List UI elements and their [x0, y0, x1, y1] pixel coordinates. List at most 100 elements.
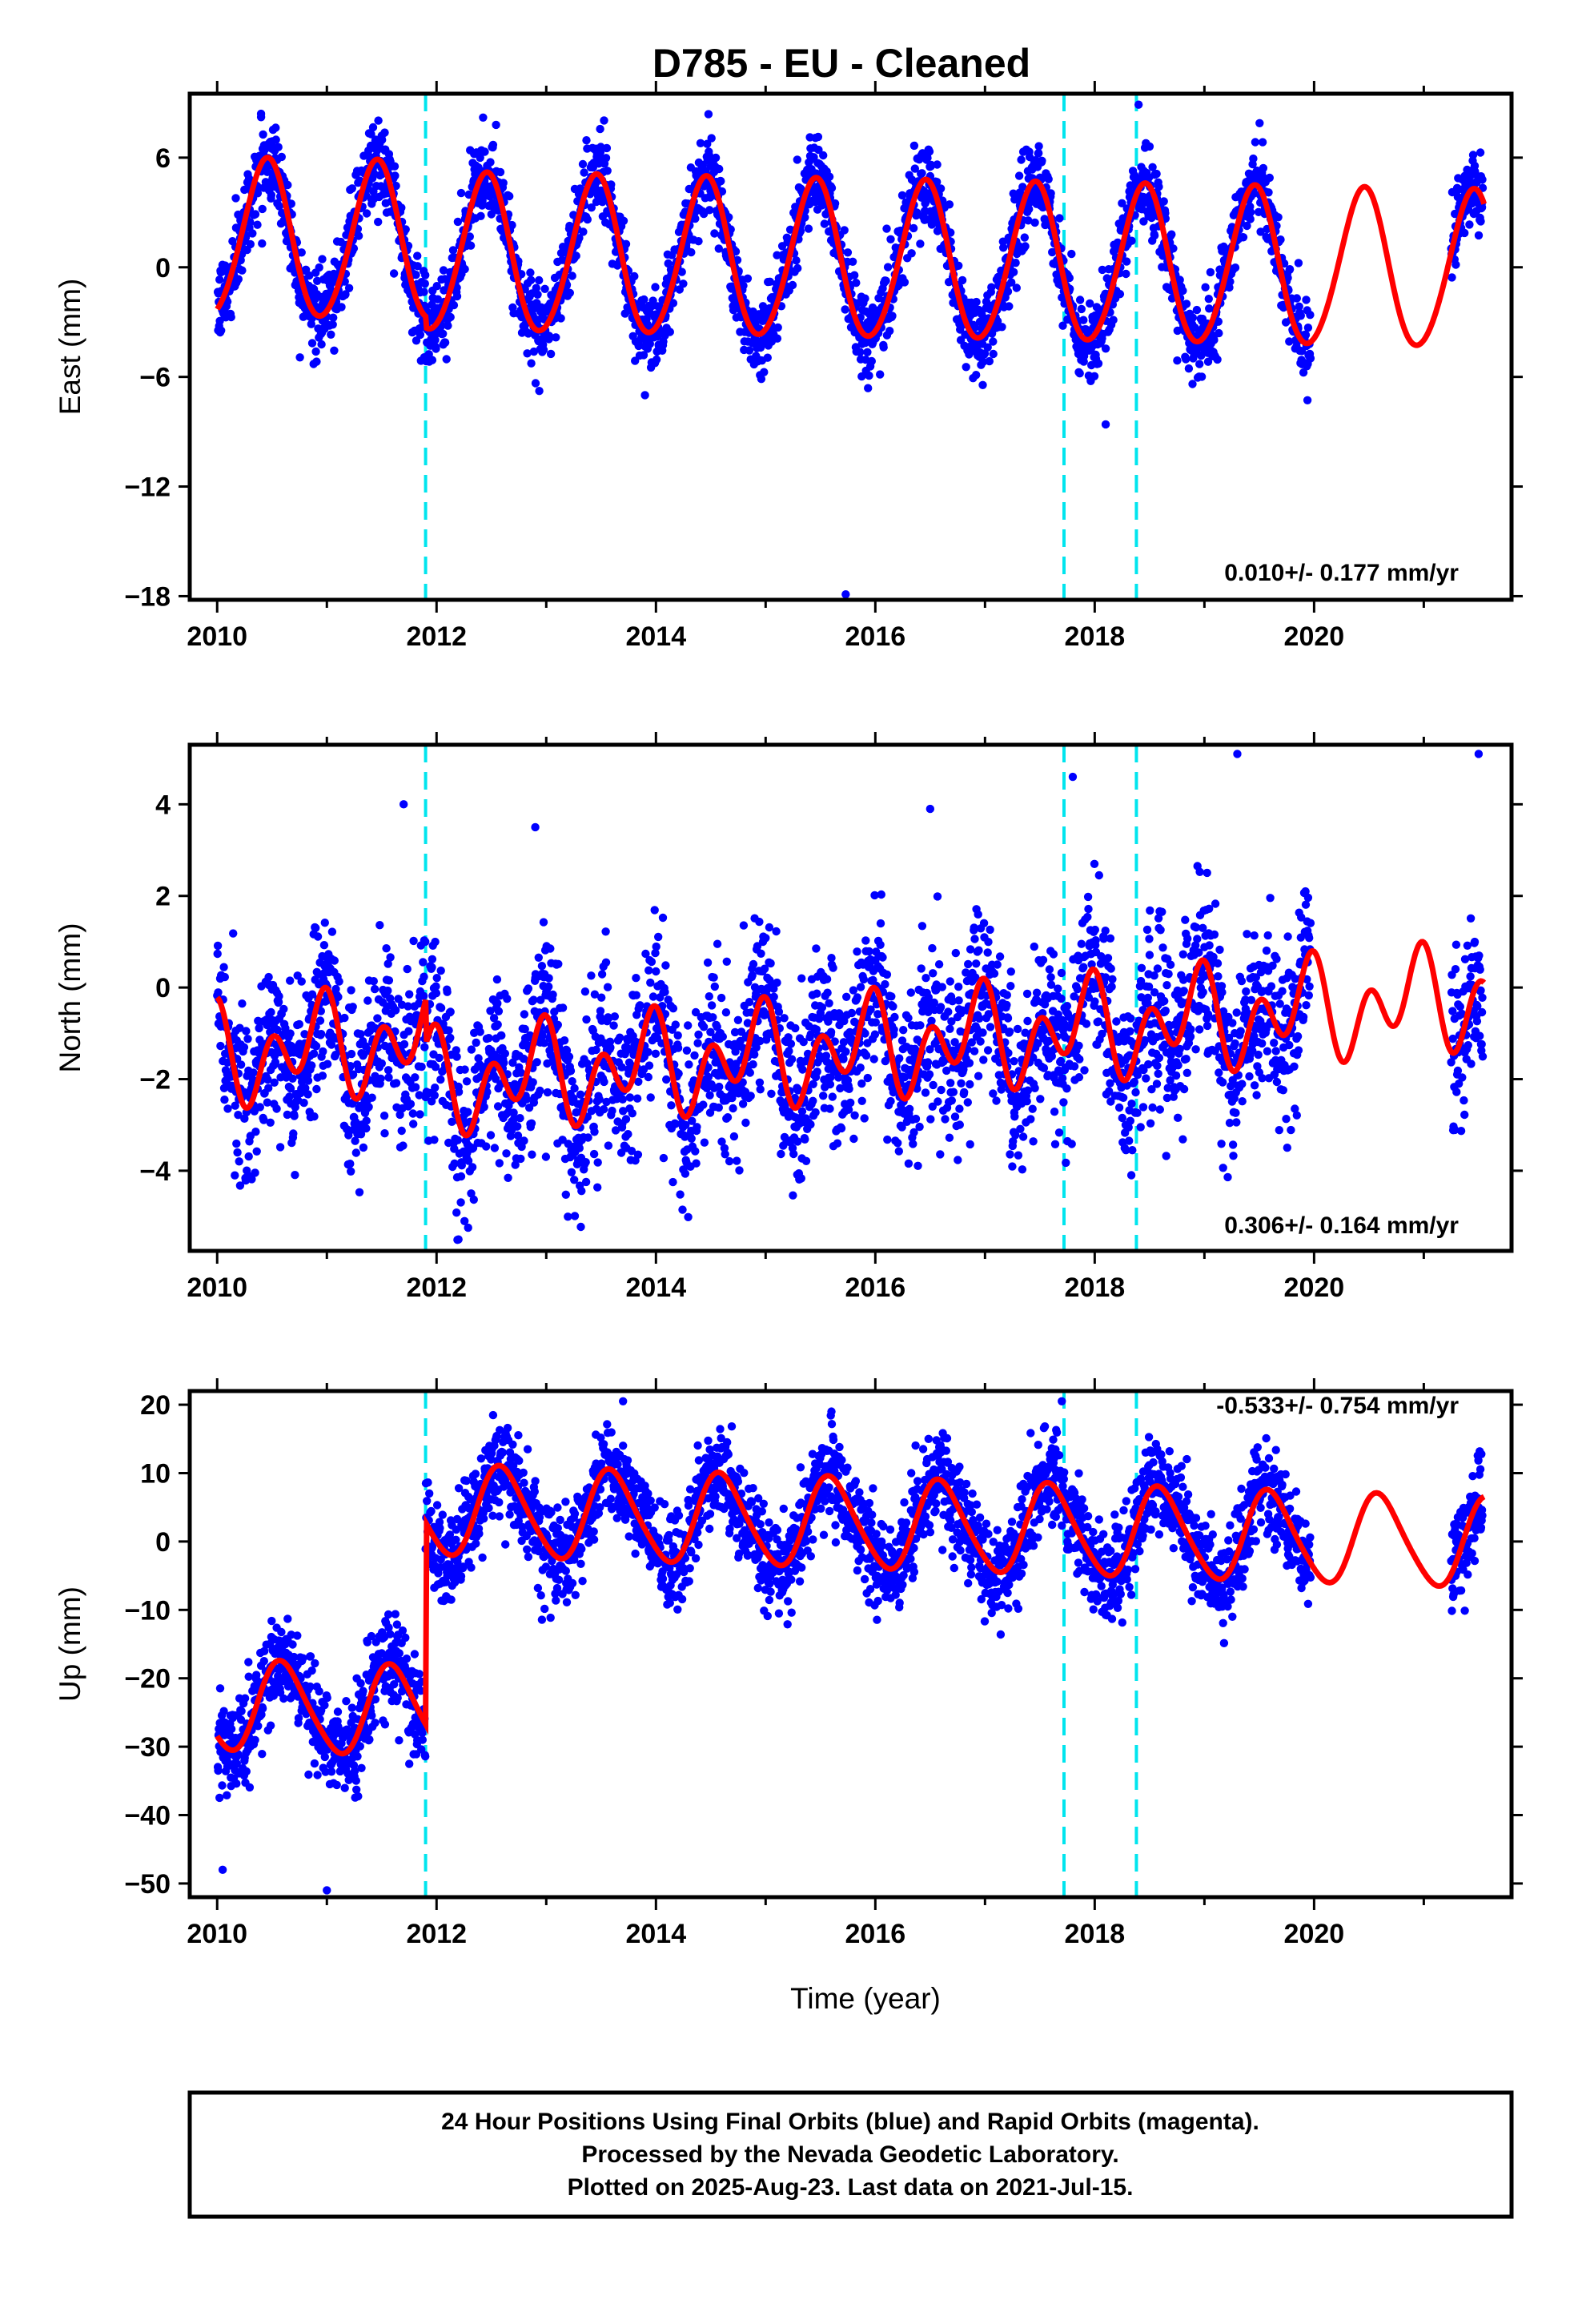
data-point [687, 1134, 696, 1144]
data-point [346, 1160, 355, 1168]
data-point [505, 191, 514, 201]
data-point [849, 986, 858, 995]
data-point [546, 944, 555, 953]
data-point [283, 180, 292, 190]
data-point [985, 356, 994, 366]
data-point [472, 1038, 480, 1047]
data-point [500, 1058, 508, 1068]
data-point [535, 387, 544, 396]
data-point [391, 1079, 401, 1088]
data-point [1025, 205, 1034, 214]
data-point [812, 944, 821, 953]
data-point [246, 239, 255, 249]
data-point [286, 1029, 295, 1038]
data-point [397, 1126, 406, 1136]
data-point [428, 356, 437, 364]
data-point [419, 958, 428, 967]
data-point [534, 953, 543, 963]
data-point [592, 179, 600, 187]
data-point [544, 332, 554, 340]
data-point [632, 974, 640, 983]
data-point [242, 1027, 251, 1035]
data-point [356, 1030, 365, 1039]
data-point [247, 1175, 256, 1184]
data-point [1046, 189, 1055, 198]
data-point [813, 989, 821, 998]
data-point [405, 990, 414, 999]
data-point [249, 1068, 258, 1077]
data-point [853, 993, 862, 1002]
data-point [972, 371, 981, 380]
data-point [709, 1013, 717, 1022]
data-point [546, 349, 556, 359]
data-point [634, 341, 643, 351]
data-point [850, 1111, 859, 1120]
data-point [452, 1208, 461, 1217]
data-point [850, 271, 859, 279]
data-point [462, 1077, 472, 1086]
data-point [446, 1007, 455, 1016]
data-point [328, 320, 337, 329]
data-point [631, 356, 640, 365]
data-point [596, 1007, 605, 1015]
data-point [327, 1040, 336, 1049]
data-point [909, 223, 918, 233]
data-point [537, 962, 547, 971]
data-point [1011, 259, 1020, 267]
data-point [527, 1119, 536, 1128]
data-point [330, 956, 339, 965]
data-point [346, 1062, 355, 1071]
data-point [496, 167, 505, 177]
data-point [811, 1108, 820, 1117]
data-point [1044, 175, 1053, 183]
data-point [295, 353, 304, 362]
data-point [267, 191, 276, 199]
data-point [516, 1114, 524, 1123]
data-point [749, 1059, 757, 1069]
data-point [264, 1084, 273, 1092]
data-point [667, 1101, 676, 1110]
data-point [636, 1001, 644, 1010]
data-point [428, 955, 437, 964]
data-point [1210, 336, 1219, 344]
data-point [266, 1118, 275, 1128]
data-point [749, 959, 758, 969]
data-point [1148, 163, 1157, 171]
data-point [430, 1136, 439, 1144]
data-point [814, 145, 823, 155]
data-point [1188, 313, 1198, 322]
data-point [448, 246, 458, 255]
data-point [492, 975, 502, 984]
data-point [833, 1139, 842, 1148]
data-point [541, 1152, 551, 1161]
data-point [368, 123, 378, 132]
data-point [430, 1091, 439, 1100]
data-point [487, 210, 496, 219]
data-point [356, 1130, 366, 1139]
data-point [373, 1014, 382, 1023]
data-point [705, 992, 713, 1001]
data-point [520, 1010, 529, 1019]
data-point [722, 957, 731, 967]
data-point [465, 232, 474, 241]
x-tick-label: 2012 [406, 621, 467, 652]
data-point [389, 269, 399, 278]
data-point [575, 234, 584, 243]
plot-frame [187, 91, 1514, 602]
data-point [216, 1041, 225, 1051]
data-point [1259, 163, 1268, 173]
data-point [741, 1118, 750, 1128]
data-point [630, 271, 639, 281]
data-point [432, 344, 440, 353]
data-point [601, 154, 611, 163]
data-point [813, 1068, 821, 1076]
data-point [348, 1070, 358, 1079]
data-point [317, 340, 326, 349]
data-point [575, 1144, 584, 1152]
data-points [213, 100, 1488, 599]
data-point [633, 1150, 643, 1160]
data-point [323, 1059, 332, 1068]
data-point [863, 1073, 873, 1083]
data-point [274, 143, 283, 151]
